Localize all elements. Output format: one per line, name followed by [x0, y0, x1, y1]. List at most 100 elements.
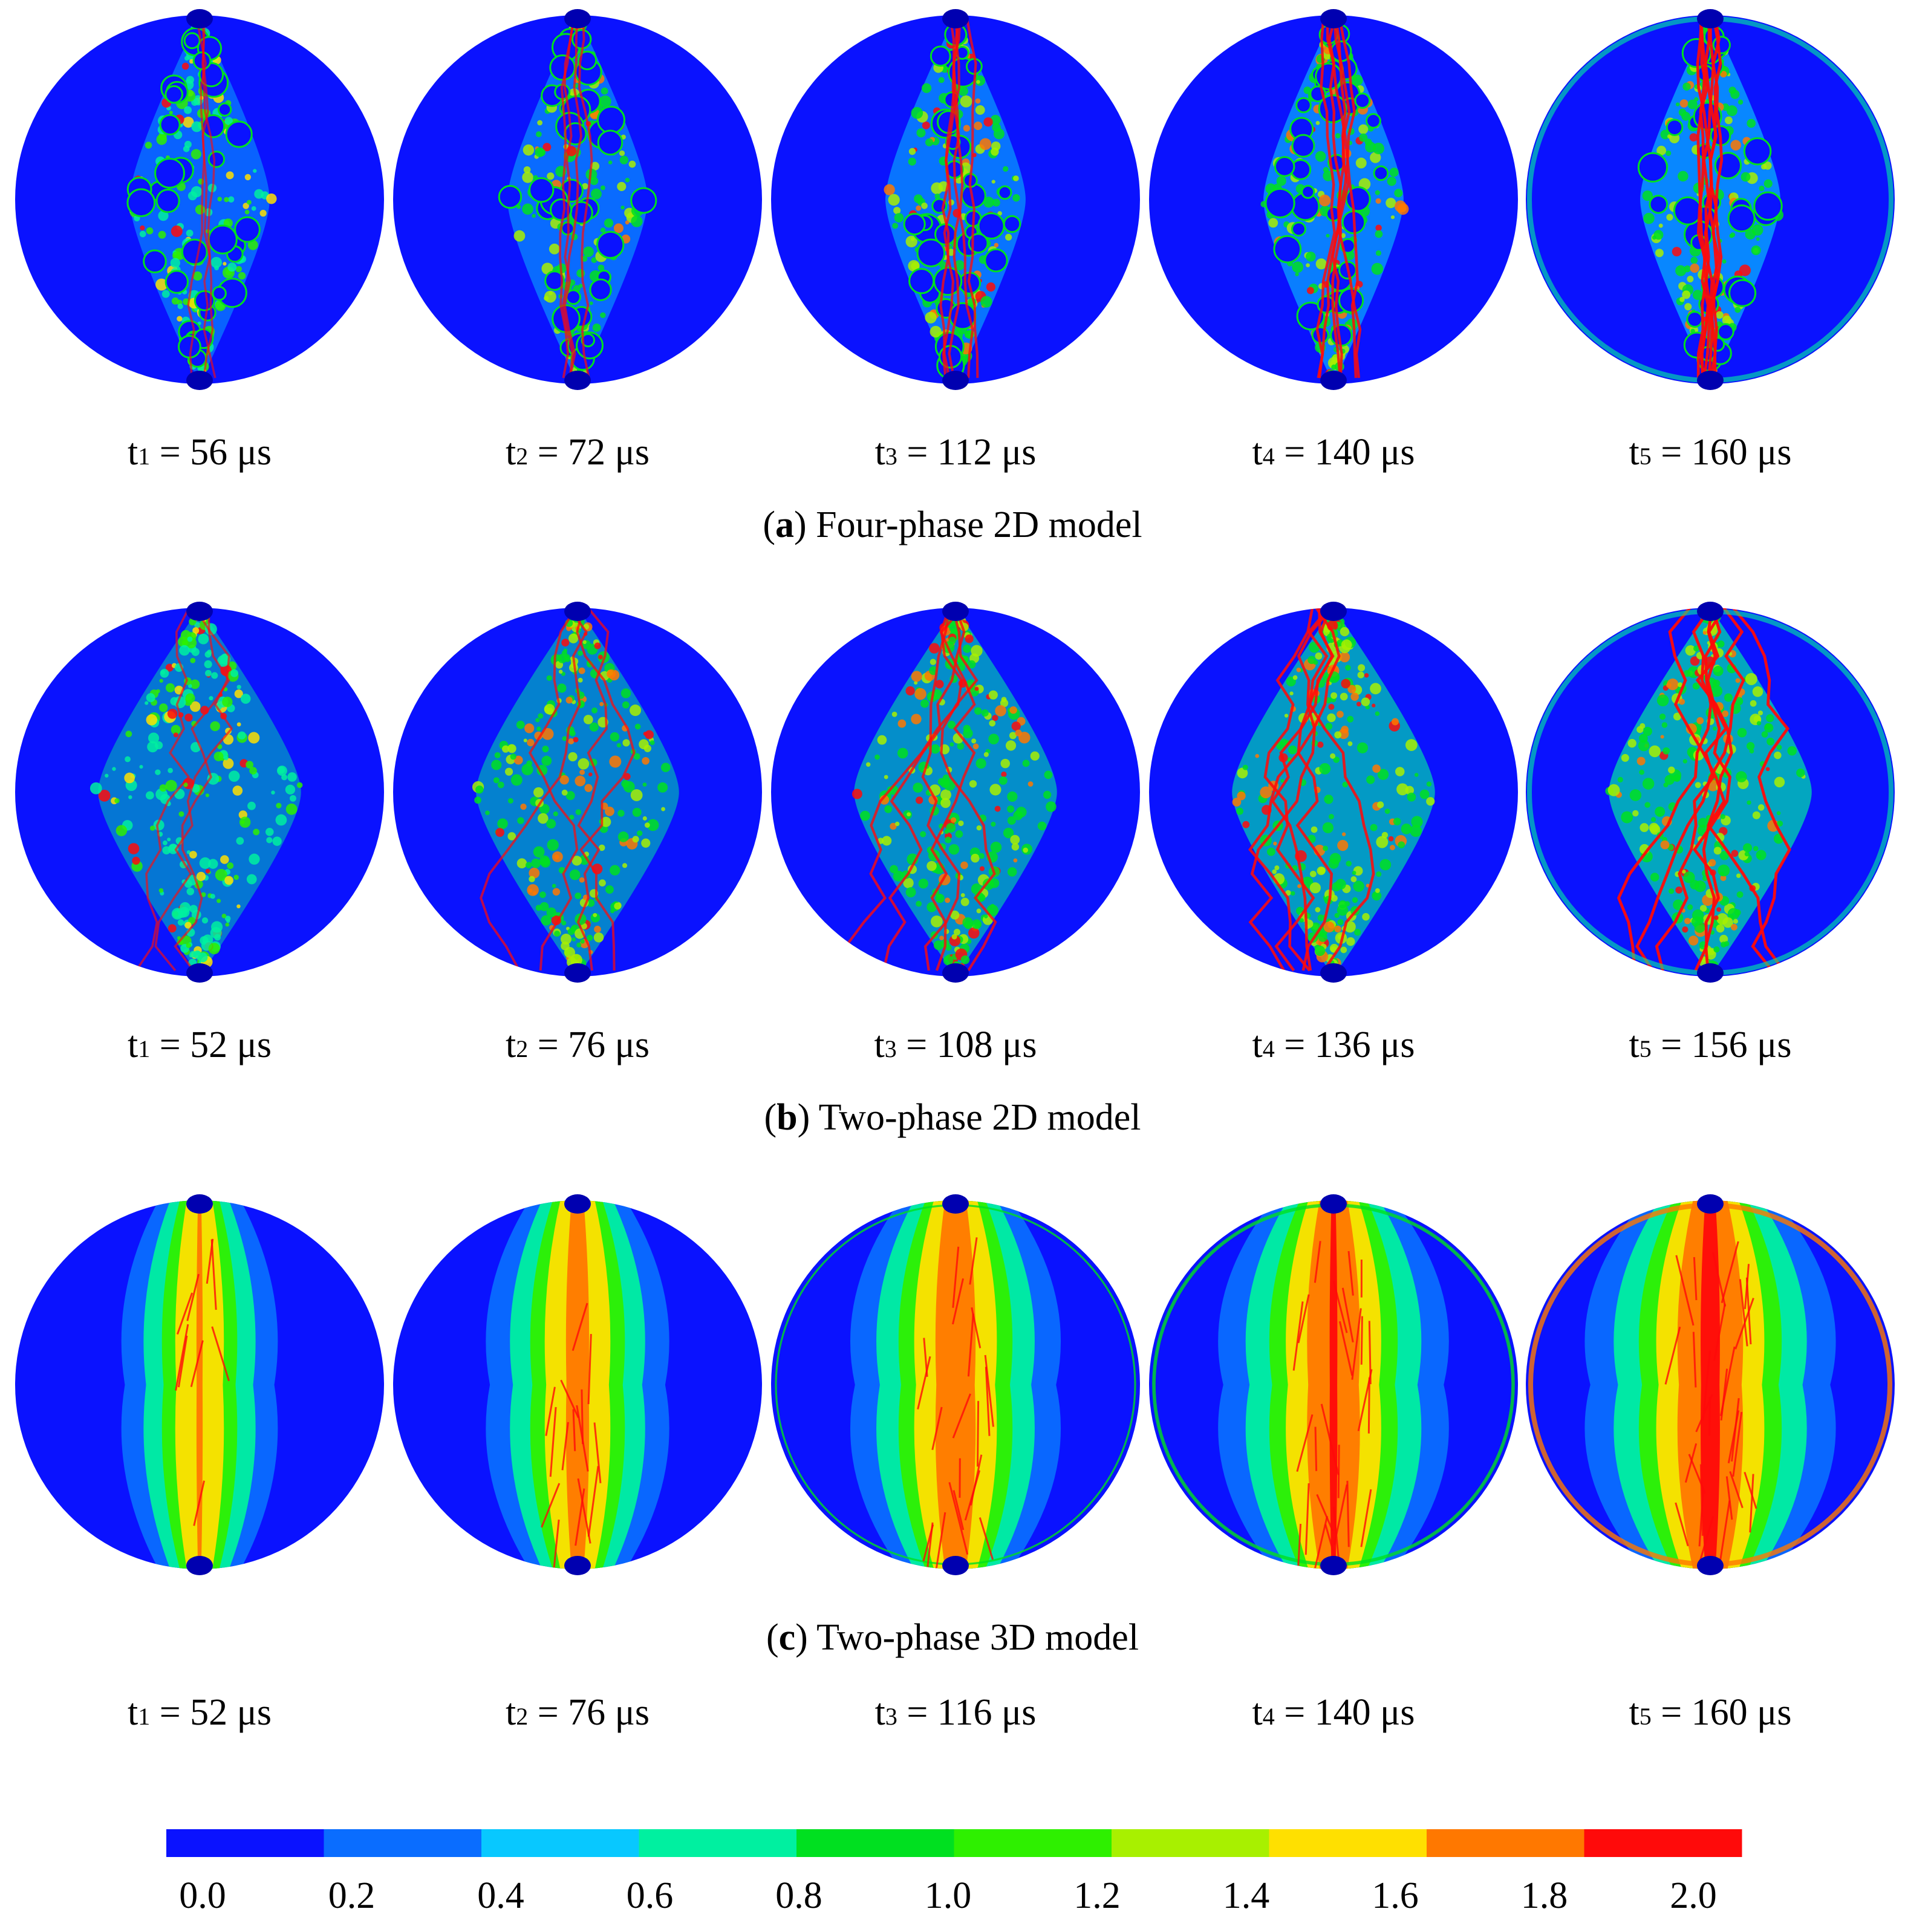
colorbar-tick-2: 0.4 — [477, 1875, 524, 1916]
colorbar-tick-8: 1.6 — [1372, 1875, 1419, 1916]
time-value: = 156 — [1652, 1024, 1757, 1065]
time-subscript: 5 — [1640, 1703, 1652, 1730]
time-symbol: t — [1629, 1692, 1639, 1733]
time-subscript: 1 — [138, 1703, 150, 1730]
time-value: = 140 — [1275, 432, 1380, 473]
time-value: = 76 — [528, 1692, 614, 1733]
disk-c-2 — [393, 1194, 762, 1582]
disk-a-2 — [393, 9, 762, 390]
time-label-b-2: t2 = 76 μs — [506, 1024, 650, 1065]
time-value: = 52 — [150, 1692, 236, 1733]
time-label-a-3: t3 = 112 μs — [875, 432, 1037, 473]
colorbar-tick-1: 0.2 — [328, 1875, 376, 1916]
time-unit: μs — [1002, 1024, 1037, 1065]
time-unit: μs — [1380, 1692, 1415, 1733]
time-symbol: t — [1629, 1024, 1639, 1065]
time-value: = 116 — [897, 1692, 1001, 1733]
colorbar-tick-7: 1.4 — [1223, 1875, 1270, 1916]
time-unit: μs — [1001, 432, 1036, 473]
time-unit: μs — [1757, 432, 1791, 473]
colorbar-swatch-2 — [324, 1829, 482, 1857]
colorbar-swatch-9 — [1427, 1829, 1584, 1857]
time-value: = 76 — [528, 1024, 614, 1065]
time-subscript: 1 — [138, 443, 150, 470]
time-unit: μs — [237, 432, 272, 473]
caption-text: Two-phase 2D model — [819, 1097, 1141, 1138]
time-symbol: t — [875, 1692, 885, 1733]
simulation-disks — [15, 9, 1895, 1587]
time-subscript: 5 — [1640, 1035, 1652, 1062]
time-unit: μs — [237, 1024, 272, 1065]
time-symbol: t — [874, 1024, 884, 1065]
colorbar-swatch-6 — [954, 1829, 1112, 1857]
disk-c-1 — [15, 1194, 384, 1575]
time-label-a-1: t1 = 56 μs — [128, 432, 272, 473]
caption-letter: a — [775, 504, 794, 545]
time-label-b-3: t3 = 108 μs — [874, 1024, 1037, 1065]
time-subscript: 3 — [885, 1703, 897, 1730]
disk-a-1 — [15, 9, 384, 390]
time-value: = 72 — [528, 432, 614, 473]
colorbar-swatch-4 — [639, 1829, 797, 1857]
time-subscript: 1 — [138, 1035, 150, 1062]
time-label-c-1: t1 = 52 μs — [128, 1692, 272, 1733]
time-value: = 140 — [1275, 1692, 1380, 1733]
panel-caption-b: (b) Two-phase 2D model — [764, 1097, 1141, 1138]
time-symbol: t — [1629, 432, 1639, 473]
colorbar-tick-0: 0.0 — [179, 1875, 226, 1916]
panel-caption-a: (a) Four-phase 2D model — [763, 504, 1142, 545]
time-symbol: t — [506, 432, 516, 473]
time-value: = 56 — [150, 432, 236, 473]
time-unit: μs — [615, 1024, 650, 1065]
disk-b-2 — [393, 602, 762, 983]
time-label-a-2: t2 = 72 μs — [506, 432, 650, 473]
time-value: = 160 — [1652, 432, 1757, 473]
time-unit: μs — [237, 1692, 272, 1733]
disk-c-3 — [771, 1194, 1140, 1584]
time-subscript: 2 — [516, 1035, 528, 1062]
caption-letter: b — [777, 1097, 797, 1138]
time-symbol: t — [128, 1692, 138, 1733]
caption-text: Two-phase 3D model — [816, 1617, 1139, 1658]
time-subscript: 2 — [516, 1703, 528, 1730]
time-symbol: t — [1252, 1692, 1262, 1733]
disk-b-3 — [771, 602, 1140, 983]
time-value: = 108 — [897, 1024, 1002, 1065]
time-symbol: t — [1252, 1024, 1262, 1065]
time-label-c-3: t3 = 116 μs — [875, 1692, 1037, 1733]
time-value: = 52 — [150, 1024, 236, 1065]
colorbar-tick-3: 0.6 — [627, 1875, 674, 1916]
time-unit: μs — [1380, 1024, 1415, 1065]
disk-a-5 — [1526, 9, 1895, 390]
time-symbol: t — [128, 432, 138, 473]
time-symbol: t — [128, 1024, 138, 1065]
colorbar-swatch-10 — [1584, 1829, 1742, 1857]
caption-text: Four-phase 2D model — [816, 504, 1142, 545]
time-unit: μs — [1757, 1692, 1791, 1733]
time-value: = 112 — [897, 432, 1001, 473]
time-label-a-5: t5 = 160 μs — [1629, 432, 1791, 473]
disk-a-3 — [771, 9, 1140, 390]
time-value: = 136 — [1275, 1024, 1380, 1065]
time-label-c-4: t4 = 140 μs — [1252, 1692, 1415, 1733]
colorbar-tick-10: 2.0 — [1670, 1875, 1717, 1916]
time-value: = 160 — [1652, 1692, 1757, 1733]
disk-c-5 — [1526, 1194, 1895, 1575]
time-subscript: 3 — [885, 1035, 897, 1062]
time-unit: μs — [1001, 1692, 1036, 1733]
time-unit: μs — [1380, 432, 1415, 473]
time-label-b-1: t1 = 52 μs — [128, 1024, 272, 1065]
caption-letter: c — [779, 1617, 796, 1658]
colorbar-swatch-1 — [166, 1829, 324, 1857]
time-label-b-4: t4 = 136 μs — [1252, 1024, 1415, 1065]
colorbar-tick-5: 1.0 — [925, 1875, 972, 1916]
colorbar-swatch-7 — [1112, 1829, 1269, 1857]
time-subscript: 5 — [1640, 443, 1652, 470]
time-subscript: 2 — [516, 443, 528, 470]
time-symbol: t — [506, 1024, 516, 1065]
time-subscript: 4 — [1263, 1703, 1275, 1730]
disk-b-1 — [15, 602, 384, 983]
colorbar-swatch-3 — [481, 1829, 639, 1857]
time-subscript: 4 — [1263, 443, 1275, 470]
